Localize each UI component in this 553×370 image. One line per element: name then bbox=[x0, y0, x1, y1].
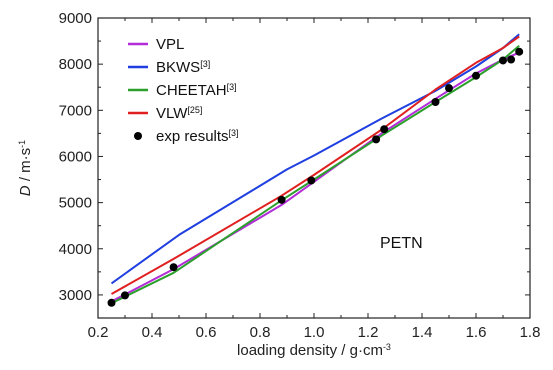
y-axis-label-unit: / m·s bbox=[17, 148, 34, 186]
y-tick-label: 3000 bbox=[59, 287, 92, 304]
legend-label-text: VLW bbox=[156, 105, 188, 122]
exp-result-point bbox=[169, 263, 178, 272]
exp-result-point bbox=[372, 135, 381, 144]
y-tick-label: 9000 bbox=[59, 10, 92, 27]
legend-label-vpl: VPL bbox=[156, 36, 184, 53]
series-line-cheetah bbox=[111, 44, 520, 305]
exp-result-point bbox=[515, 47, 524, 56]
legend-label-text: CHEETAH bbox=[156, 82, 227, 99]
legend-label-ref: [3] bbox=[200, 59, 210, 69]
exp-result-point bbox=[499, 56, 507, 65]
legend-label-ref: [3] bbox=[227, 82, 237, 92]
x-tick-label: 1.2 bbox=[358, 324, 379, 341]
x-tick-label: 1.6 bbox=[466, 324, 487, 341]
exp-result-point bbox=[380, 125, 389, 134]
x-tick-label: 1.0 bbox=[304, 324, 325, 341]
legend-label-ref: [3] bbox=[229, 128, 239, 138]
y-axis-label-var: D bbox=[17, 185, 34, 196]
legend-label-cheetah: CHEETAH[3] bbox=[156, 82, 237, 99]
y-tick-label: 4000 bbox=[59, 241, 92, 258]
exp-result-point bbox=[307, 176, 316, 185]
exp-result-point bbox=[472, 71, 480, 80]
exp-results-points bbox=[107, 47, 524, 307]
exp-result-point bbox=[431, 98, 440, 106]
x-tick-label: 1.4 bbox=[412, 324, 433, 341]
y-axis-label-sup: -1 bbox=[17, 140, 27, 148]
x-axis-ticks: 0.2 0.4 0.6 0.8 1.0 1.2 1.4 1.6 1.8 bbox=[88, 18, 541, 341]
exp-result-point bbox=[445, 84, 453, 93]
exp-result-point bbox=[121, 291, 129, 300]
x-tick-label: 0.4 bbox=[142, 324, 163, 341]
legend-label-ref: [25] bbox=[187, 105, 202, 115]
legend-label-text: VPL bbox=[156, 36, 184, 53]
x-axis-label-text: loading density / g·cm bbox=[237, 342, 383, 359]
x-tick-label: 1.8 bbox=[520, 324, 541, 341]
legend-label-exp-results: exp results[3] bbox=[156, 128, 239, 145]
y-tick-label: 7000 bbox=[59, 102, 92, 119]
x-axis-label-sup: -3 bbox=[383, 342, 391, 352]
legend-label-bkws: BKWS[3] bbox=[156, 59, 210, 76]
legend-label-text: BKWS bbox=[156, 59, 200, 76]
exp-result-point bbox=[277, 195, 286, 204]
exp-result-point bbox=[507, 55, 516, 64]
x-axis-label: loading density / g·cm-3 bbox=[237, 342, 391, 359]
series-line-bkws bbox=[110, 33, 520, 285]
exp-result-point bbox=[107, 298, 116, 307]
y-tick-label: 5000 bbox=[59, 195, 92, 212]
y-tick-label: 6000 bbox=[59, 148, 92, 165]
y-axis-ticks: 3000 4000 5000 6000 7000 8000 9000 bbox=[59, 10, 530, 319]
y-axis-label: D / m·s-1 bbox=[17, 140, 34, 196]
legend-swatch-exp-results bbox=[134, 132, 142, 140]
y-tick-label: 8000 bbox=[59, 56, 92, 73]
petn-annotation: PETN bbox=[380, 235, 423, 252]
x-tick-label: 0.2 bbox=[88, 324, 109, 341]
x-tick-label: 0.6 bbox=[196, 324, 217, 341]
legend-label-vlw: VLW[25] bbox=[156, 105, 202, 122]
x-tick-label: 0.8 bbox=[250, 324, 271, 341]
legend-label-text: exp results bbox=[156, 128, 229, 145]
